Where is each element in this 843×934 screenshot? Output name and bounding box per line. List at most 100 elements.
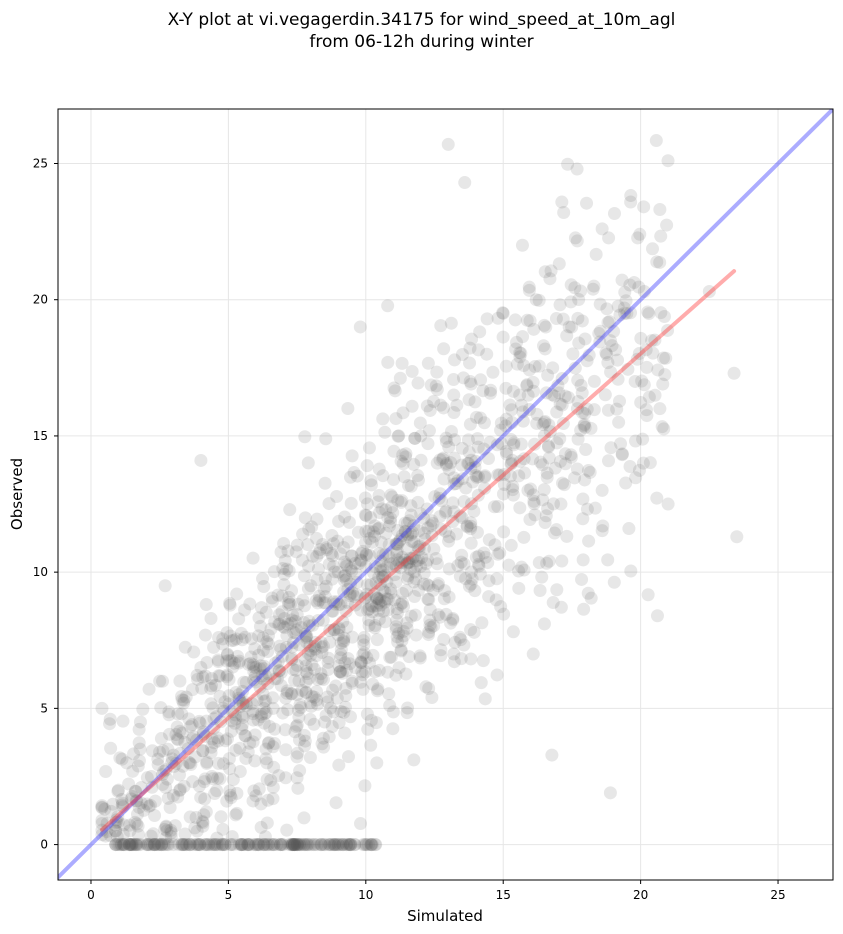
data-point (213, 689, 227, 703)
data-point (310, 573, 324, 587)
data-point (368, 519, 382, 533)
data-point (433, 610, 447, 624)
fit-line (99, 269, 737, 832)
data-point (395, 528, 409, 542)
data-point (353, 320, 367, 334)
data-point (497, 467, 511, 481)
data-point (275, 649, 289, 663)
data-point (151, 758, 165, 772)
data-point (255, 707, 269, 721)
data-point (561, 157, 575, 171)
data-point (164, 826, 178, 840)
data-point (568, 281, 582, 295)
data-point (244, 656, 258, 670)
data-point (253, 680, 267, 694)
plot-frame (57, 108, 834, 881)
data-point (331, 838, 345, 852)
data-point (601, 553, 615, 567)
data-point (382, 687, 396, 701)
data-point (178, 735, 192, 749)
data-point (291, 703, 305, 717)
data-point (246, 794, 260, 808)
data-point (391, 635, 405, 649)
data-point (363, 656, 377, 670)
data-point (400, 516, 414, 530)
data-point (558, 389, 572, 403)
data-point (230, 806, 244, 820)
data-point (515, 398, 529, 412)
data-point (506, 488, 520, 502)
data-point (434, 398, 448, 412)
data-point (566, 347, 580, 361)
data-point (205, 732, 219, 746)
data-point (198, 628, 212, 642)
data-point (200, 756, 214, 770)
data-point (642, 307, 656, 321)
data-point (132, 828, 146, 842)
data-point (257, 659, 271, 673)
data-point (272, 664, 286, 678)
data-point (196, 816, 210, 830)
data-point (340, 559, 354, 573)
data-point (545, 748, 559, 762)
data-point (359, 838, 373, 852)
data-point (395, 634, 409, 648)
data-point (464, 522, 478, 536)
data-point (315, 737, 329, 751)
data-point (523, 314, 537, 328)
data-point (536, 458, 550, 472)
data-point (461, 433, 475, 447)
data-point (399, 450, 413, 464)
data-point (196, 670, 210, 684)
data-point (298, 599, 312, 613)
data-point (127, 838, 141, 852)
data-point (478, 692, 492, 706)
data-point (422, 579, 436, 593)
data-point (378, 585, 392, 599)
data-point (453, 569, 467, 583)
data-point (372, 570, 386, 584)
data-point (301, 838, 315, 852)
data-point (398, 516, 412, 530)
data-point (343, 589, 357, 603)
data-point (277, 567, 291, 581)
data-point (125, 838, 139, 852)
x-tick-label: 15 (496, 888, 511, 902)
data-point (586, 282, 600, 296)
data-point (490, 438, 504, 452)
data-point (196, 819, 210, 833)
data-point (285, 640, 299, 654)
data-point (176, 759, 190, 773)
data-point (550, 436, 564, 450)
data-point (654, 306, 668, 320)
data-point (249, 789, 263, 803)
data-point (173, 783, 187, 797)
data-point (132, 838, 146, 852)
data-point (354, 546, 368, 560)
data-point (422, 424, 436, 438)
reference-lines (58, 109, 833, 880)
data-point (515, 238, 529, 252)
data-point (251, 713, 265, 727)
data-point (323, 838, 337, 852)
data-point (375, 502, 389, 516)
data-point (513, 346, 527, 360)
data-point (153, 745, 167, 759)
data-point (333, 664, 347, 678)
data-point (229, 808, 243, 822)
data-point (613, 394, 627, 408)
data-point (128, 784, 142, 798)
data-point (207, 736, 221, 750)
data-point (395, 596, 409, 610)
data-point (182, 712, 196, 726)
data-point (491, 547, 505, 561)
data-point (185, 683, 199, 697)
data-point (311, 596, 325, 610)
data-point (222, 697, 236, 711)
data-point (617, 301, 631, 315)
data-point (545, 388, 559, 402)
data-point (154, 838, 168, 852)
data-point (323, 623, 337, 637)
data-point (100, 825, 114, 839)
data-point (108, 818, 122, 832)
